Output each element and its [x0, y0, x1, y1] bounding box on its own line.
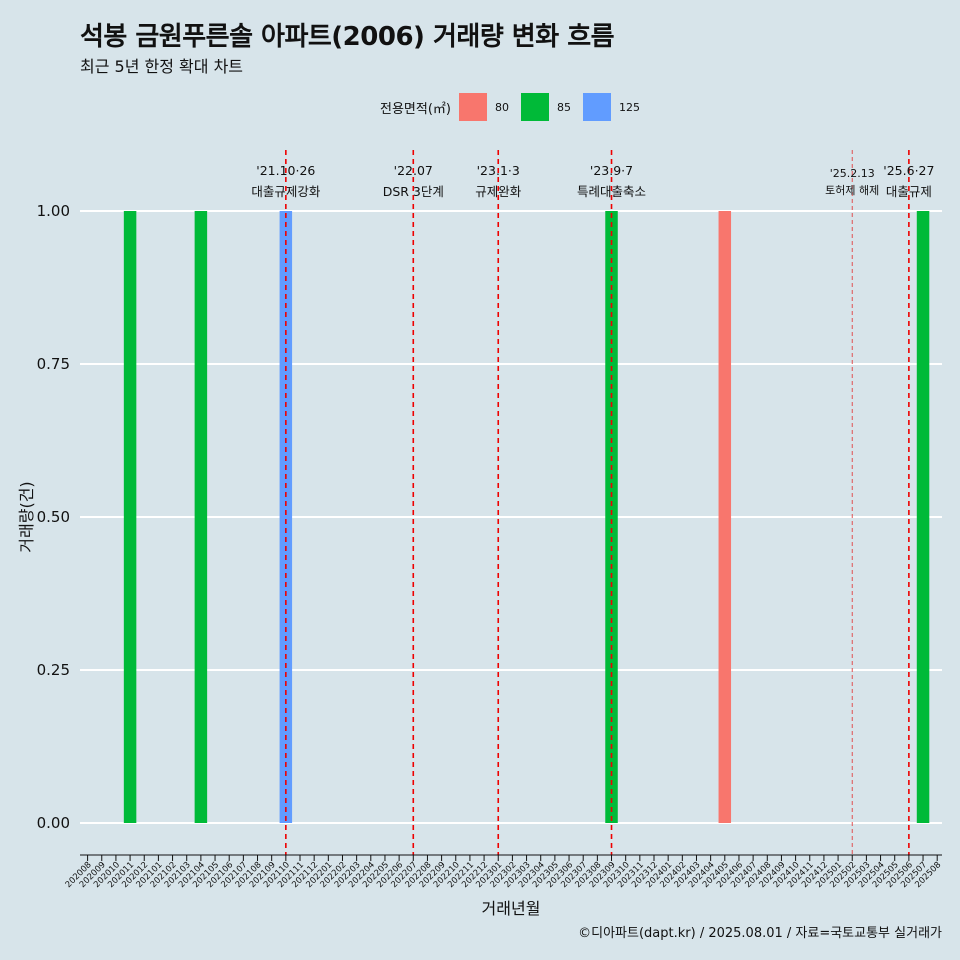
- source-credit: ©디아파트(dapt.kr) / 2025.08.01 / 자료=국토교통부 실…: [578, 926, 942, 941]
- y-tick-label: 0.00: [37, 814, 70, 832]
- y-axis-title: 거래량(건): [17, 481, 36, 552]
- bar-85-202011: [123, 211, 137, 823]
- legend-title: 전용면적(㎡): [380, 101, 451, 117]
- legend-item-125: 125: [582, 93, 640, 121]
- legend-item-80: 80: [458, 93, 515, 121]
- chart-title: 석봉 금원푸른솔 아파트(2006) 거래량 변화 흐름: [80, 22, 615, 52]
- event-text-label: 대출규제강화: [251, 184, 321, 199]
- event-date-label: '22.07: [394, 163, 433, 178]
- event-date-label: '23.9·7: [590, 163, 633, 178]
- event-date-label: '23.1·3: [477, 163, 520, 178]
- event-text-label: 특례대출축소: [577, 184, 646, 199]
- x-axis-title: 거래년월: [482, 899, 541, 918]
- legend-label: 125: [618, 100, 640, 114]
- y-tick-label: 0.75: [37, 355, 70, 373]
- event-text-label: 토허제 해제: [825, 183, 879, 197]
- legend-item-85: 85: [520, 93, 577, 121]
- bar-125-202110: [279, 211, 293, 823]
- event-date-label: '25.6·27: [883, 163, 934, 178]
- bar-85-202507: [916, 211, 930, 823]
- event-date-label: '21.10·26: [256, 163, 315, 178]
- legend-swatch-85: [520, 93, 549, 121]
- legend-label: 85: [556, 100, 571, 114]
- bar-80-202405: [718, 211, 732, 823]
- y-tick-label: 1.00: [37, 202, 70, 220]
- event-date-label: '25.2.13: [830, 167, 875, 180]
- legend-swatch-80: [458, 93, 487, 121]
- bar-85-202104: [194, 211, 208, 823]
- legend-swatch-125: [582, 93, 611, 121]
- event-text-label: 대출규제: [886, 184, 932, 199]
- y-tick-label: 0.50: [37, 508, 70, 526]
- legend: 전용면적(㎡) 80 85 125: [380, 93, 646, 121]
- chart-subtitle: 최근 5년 한정 확대 차트: [80, 57, 244, 76]
- event-text-label: 규제완화: [475, 184, 522, 199]
- event-text-label: DSR 3단계: [383, 184, 444, 199]
- bar-85-202309: [605, 211, 618, 823]
- legend-label: 80: [494, 100, 509, 114]
- y-tick-label: 0.25: [37, 661, 70, 679]
